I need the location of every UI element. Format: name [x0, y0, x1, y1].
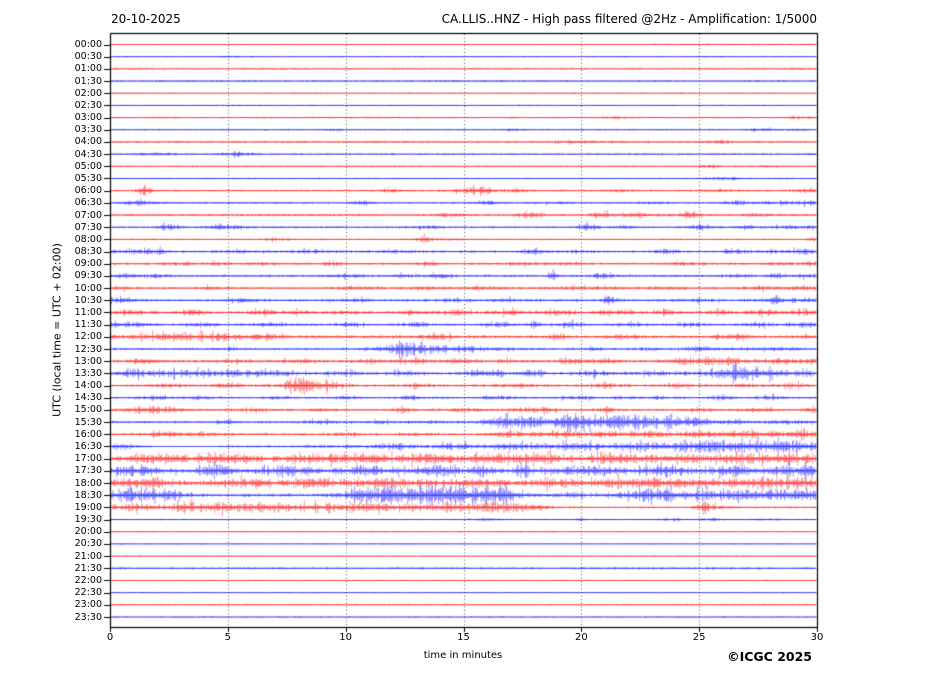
y-tick-label: 13:00: [74, 355, 102, 367]
y-tick-label: 00:30: [74, 51, 102, 63]
plot-date: 20-10-2025: [111, 12, 181, 26]
y-tick-label: 19:30: [74, 514, 102, 526]
x-tick-label: 20: [574, 632, 588, 643]
y-tick-label: 11:30: [74, 319, 102, 331]
y-tick-label: 20:30: [74, 538, 102, 550]
y-tick-label: 02:30: [74, 99, 102, 111]
y-tick-label: 18:30: [74, 489, 102, 501]
x-tick-label: 30: [810, 632, 824, 643]
y-tick-label: 16:00: [74, 428, 102, 440]
y-tick-label: 12:30: [74, 343, 102, 355]
y-tick-label: 10:30: [74, 294, 102, 306]
x-tick-label: 25: [692, 632, 706, 643]
y-tick-label: 05:30: [74, 172, 102, 184]
y-tick-label: 17:30: [74, 465, 102, 477]
y-tick-label: 08:30: [74, 246, 102, 258]
y-tick-label: 21:00: [74, 550, 102, 562]
y-tick-label: 17:00: [74, 453, 102, 465]
y-tick-label: 20:00: [74, 526, 102, 538]
y-tick-label: 14:30: [74, 392, 102, 404]
plot-title: CA.LLIS..HNZ - High pass filtered @2Hz -…: [441, 12, 817, 26]
y-tick-label: 11:00: [74, 306, 102, 318]
y-tick-label: 22:00: [74, 574, 102, 586]
y-tick-label: 18:00: [74, 477, 102, 489]
y-tick-label: 12:00: [74, 331, 102, 343]
y-tick-label: 06:00: [74, 185, 102, 197]
y-tick-label: 03:30: [74, 124, 102, 136]
y-tick-label: 16:30: [74, 440, 102, 452]
x-tick-label: 0: [106, 632, 114, 643]
y-tick-label: 09:30: [74, 270, 102, 282]
y-tick-label: 10:00: [74, 282, 102, 294]
y-tick-label: 01:30: [74, 75, 102, 87]
x-tick-label: 15: [457, 632, 470, 643]
y-tick-label: 02:00: [74, 87, 102, 99]
y-tick-label: 06:30: [74, 197, 102, 209]
y-tick-label: 14:00: [74, 380, 102, 392]
y-tick-label: 21:30: [74, 562, 102, 574]
y-tick-label: 05:00: [74, 160, 102, 172]
y-tick-label: 03:00: [74, 112, 102, 124]
y-tick-label: 04:30: [74, 148, 102, 160]
y-tick-label: 01:00: [74, 63, 102, 75]
y-tick-label: 15:30: [74, 416, 102, 428]
y-tick-label: 22:30: [74, 587, 102, 599]
x-axis-label: time in minutes: [423, 650, 503, 661]
x-tick-label: 5: [224, 632, 232, 643]
y-tick-label: 15:00: [74, 404, 102, 416]
y-tick-label: 08:00: [74, 233, 102, 245]
y-tick-label: 09:00: [74, 258, 102, 270]
y-tick-label: 07:30: [74, 221, 102, 233]
y-tick-label: 19:00: [74, 501, 102, 513]
y-tick-label: 13:30: [74, 367, 102, 379]
y-tick-label: 23:00: [74, 599, 102, 611]
y-tick-label: 04:00: [74, 136, 102, 148]
copyright-text: ©ICGC 2025: [727, 649, 812, 664]
x-tick-label: 10: [339, 632, 353, 643]
y-tick-label: 23:30: [74, 611, 102, 623]
y-tick-label: 00:00: [74, 39, 102, 50]
y-tick-label: 07:00: [74, 209, 102, 221]
